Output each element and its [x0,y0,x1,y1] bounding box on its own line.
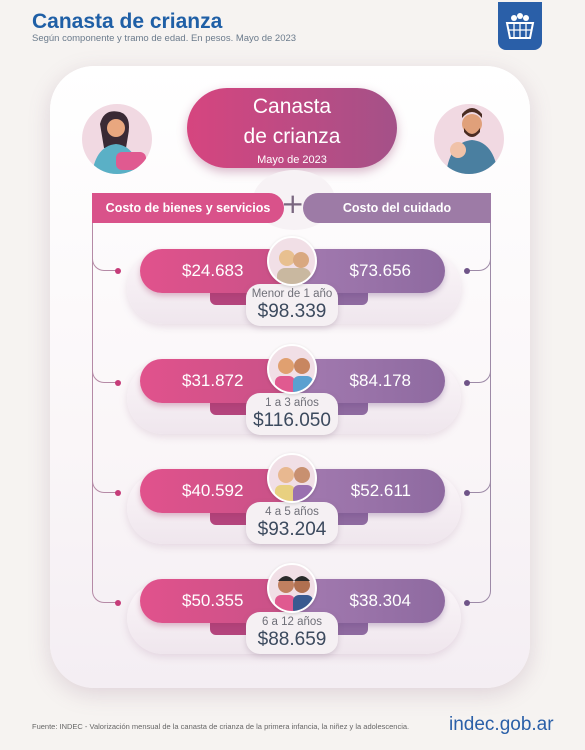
indec-brand: indec.gob.ar [449,714,554,735]
total-box: 1 a 3 años $116.050 [246,393,338,435]
bienes-value: $24.683 [140,249,290,293]
total-box: Menor de 1 año $98.339 [246,284,338,326]
total-box: 6 a 12 años $88.659 [246,612,338,654]
age-label: 6 a 12 años [261,616,323,628]
age-label: Menor de 1 año [251,288,333,300]
source-note: Fuente: INDEC - Valorización mensual de … [32,722,410,731]
dot-right [464,380,470,386]
panel-title-line2: de crianza [243,125,341,148]
total-value: $116.050 [253,410,331,431]
bienes-value: $40.592 [140,469,290,513]
total-value: $88.659 [257,629,327,650]
connector-right-4 [465,223,491,603]
connector-left-4 [92,223,118,603]
basket-icon [498,2,542,50]
cuidado-label: Costo del cuidado [303,193,491,223]
mother-illustration-icon [82,104,152,174]
dot-right [464,490,470,496]
dot-left [115,380,121,386]
dot-left [115,268,121,274]
child-avatar-icon [267,453,317,503]
total-value: $98.339 [257,301,327,322]
page-title: Canasta de crianza [32,10,223,33]
kids-avatar-icon [267,563,317,613]
bienes-label: Costo de bienes y servicios [92,193,284,223]
baby-avatar-icon [267,236,317,286]
cuidado-value: $84.178 [295,359,445,403]
total-value: $93.204 [257,519,327,540]
page-subtitle: Según componente y tramo de edad. En pes… [32,33,297,44]
dot-left [115,490,121,496]
age-label: 4 a 5 años [265,506,319,518]
toddler-avatar-icon [267,344,317,394]
panel-date: Mayo de 2023 [257,154,327,166]
age-label: 1 a 3 años [265,397,319,409]
total-box: 4 a 5 años $93.204 [246,502,338,544]
dot-right [464,268,470,274]
cuidado-value: $38.304 [295,579,445,623]
bienes-value: $31.872 [140,359,290,403]
dot-right [464,600,470,606]
dot-left [115,600,121,606]
panel-title-line1: Canasta [252,95,332,118]
canasta-header: Canasta de crianza Mayo de 2023 [187,88,397,168]
father-illustration-icon [434,104,504,174]
cuidado-value: $52.611 [295,469,445,513]
plus-icon: + [281,187,305,220]
